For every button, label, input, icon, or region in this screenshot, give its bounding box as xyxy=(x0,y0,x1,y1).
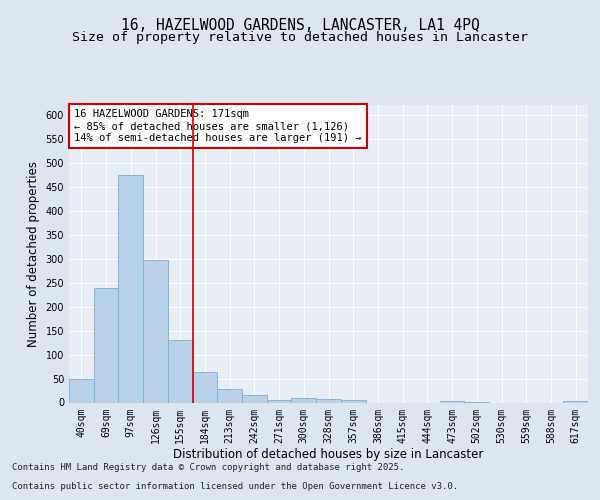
Bar xyxy=(94,288,118,403)
Bar xyxy=(316,399,341,402)
Bar xyxy=(563,401,588,402)
Bar xyxy=(118,175,143,402)
Bar xyxy=(69,379,94,402)
Bar xyxy=(341,400,365,402)
Y-axis label: Number of detached properties: Number of detached properties xyxy=(27,161,40,347)
Bar xyxy=(168,340,193,402)
Text: 16 HAZELWOOD GARDENS: 171sqm
← 85% of detached houses are smaller (1,126)
14% of: 16 HAZELWOOD GARDENS: 171sqm ← 85% of de… xyxy=(74,110,362,142)
Bar xyxy=(217,389,242,402)
Bar xyxy=(292,398,316,402)
Text: Contains HM Land Registry data © Crown copyright and database right 2025.: Contains HM Land Registry data © Crown c… xyxy=(12,464,404,472)
Text: Size of property relative to detached houses in Lancaster: Size of property relative to detached ho… xyxy=(72,31,528,44)
Bar xyxy=(143,260,168,402)
Text: Contains public sector information licensed under the Open Government Licence v3: Contains public sector information licen… xyxy=(12,482,458,491)
X-axis label: Distribution of detached houses by size in Lancaster: Distribution of detached houses by size … xyxy=(173,448,484,461)
Bar xyxy=(193,372,217,402)
Bar xyxy=(440,401,464,402)
Bar xyxy=(242,396,267,402)
Text: 16, HAZELWOOD GARDENS, LANCASTER, LA1 4PQ: 16, HAZELWOOD GARDENS, LANCASTER, LA1 4P… xyxy=(121,18,479,32)
Bar xyxy=(267,400,292,402)
